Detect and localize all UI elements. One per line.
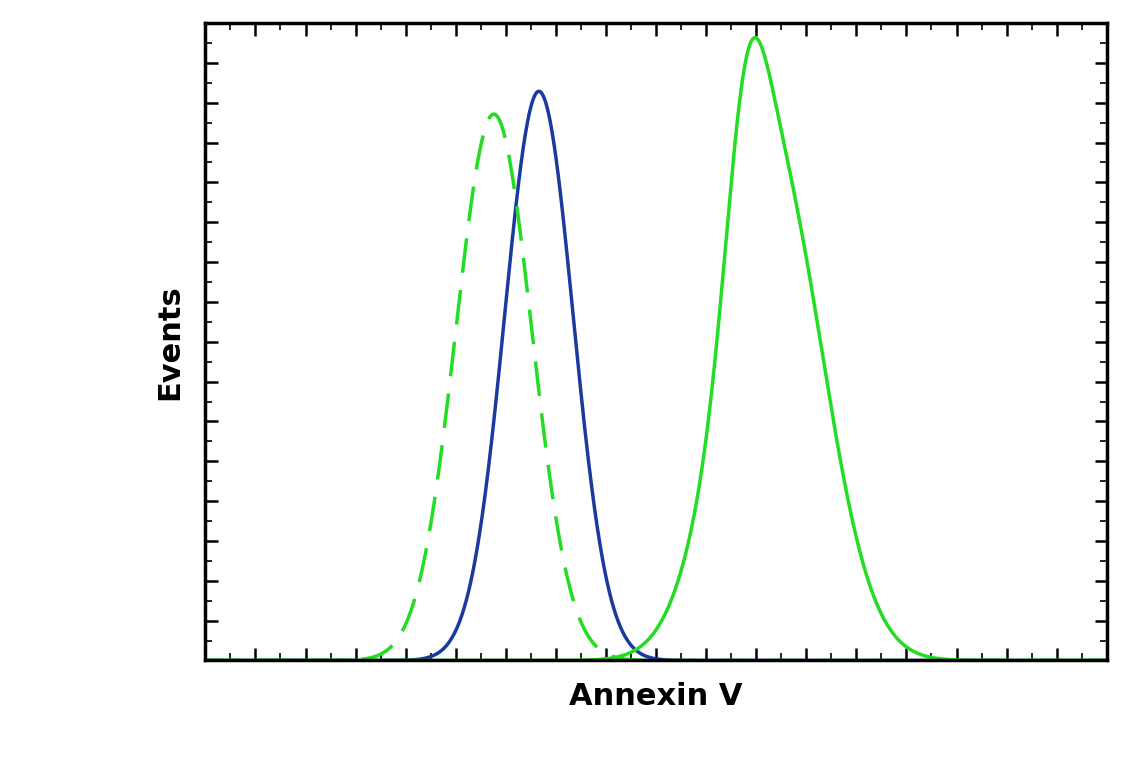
Y-axis label: Events: Events (155, 284, 184, 399)
X-axis label: Annexin V: Annexin V (569, 682, 743, 711)
